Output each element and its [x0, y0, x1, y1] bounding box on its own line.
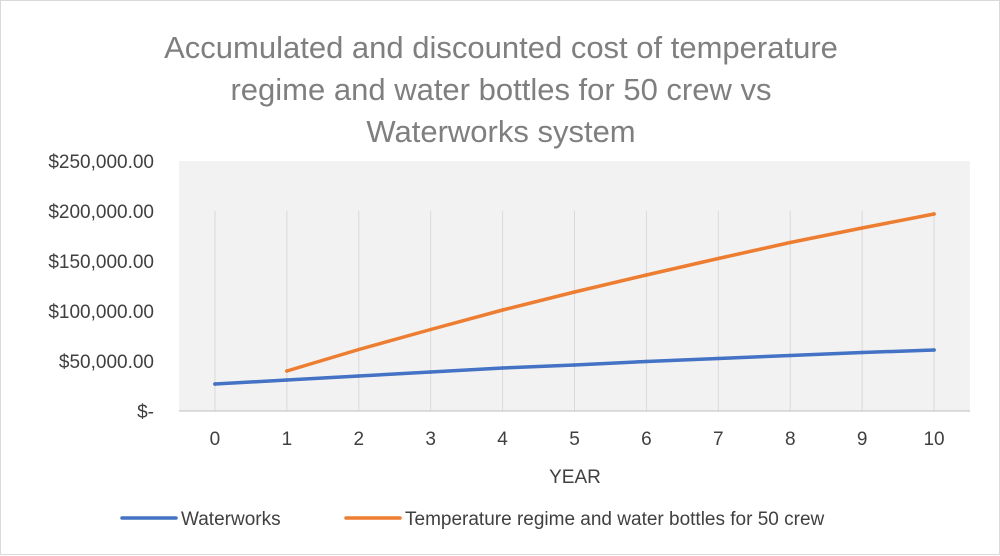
- chart-title-line-2: regime and water bottles for 50 crew vs: [230, 72, 771, 107]
- series-2-point: [932, 212, 936, 216]
- series-1-point: [285, 378, 289, 382]
- y-tick-label: $100,000.00: [48, 302, 154, 323]
- series-1-point: [788, 353, 793, 358]
- x-tick-label: 0: [210, 429, 221, 450]
- series-1-point: [860, 350, 864, 355]
- series-line-2: [285, 212, 936, 373]
- chart-title-line-1: Accumulated and discounted cost of tempe…: [164, 30, 838, 65]
- plot-area: $- $50,000.00 $100,000.00 $150,000.00 $200,0…: [48, 152, 970, 450]
- series-1-point: [356, 374, 361, 378]
- y-tick-label: $250,000.00: [48, 152, 154, 173]
- y-tick-label: $50,000.00: [59, 352, 154, 373]
- y-tick-label: $200,000.00: [48, 202, 154, 223]
- x-tick-label: 1: [282, 429, 293, 450]
- series-2-point: [644, 273, 649, 277]
- x-axis-title: YEAR: [549, 467, 601, 488]
- series-1-point: [500, 366, 505, 370]
- series-2-point: [788, 240, 793, 245]
- chart-title-line-3: Waterworks system: [366, 114, 635, 149]
- series-1-point: [644, 359, 649, 364]
- x-tick-label: 5: [569, 429, 580, 450]
- x-tick-label: 4: [497, 429, 508, 450]
- x-tick-label: 8: [785, 429, 796, 450]
- x-tick-label: 9: [857, 429, 868, 450]
- series-2-point: [285, 369, 289, 373]
- series-2-point: [428, 327, 433, 332]
- x-tick-label: 2: [353, 429, 364, 450]
- series-2-point: [860, 226, 864, 230]
- legend-label-2: Temperature regime and water bottles for…: [405, 509, 825, 530]
- series-1-point: [716, 356, 721, 361]
- series-1-point: [932, 348, 936, 352]
- series-2-point: [356, 347, 361, 352]
- series-1-point: [213, 382, 217, 386]
- y-tick-label: $-: [137, 402, 154, 423]
- series-1-point: [428, 370, 433, 374]
- series-1-point: [572, 363, 577, 367]
- x-tick-label: 7: [713, 429, 724, 450]
- series-2-point: [716, 256, 721, 261]
- x-tick-label: 10: [923, 429, 944, 450]
- y-tick-label: $150,000.00: [48, 252, 154, 273]
- x-tick-label: 3: [425, 429, 436, 450]
- legend: Waterworks Temperature regime and water b…: [120, 509, 825, 530]
- series-2-point: [500, 308, 505, 312]
- x-tick-label: 6: [641, 429, 652, 450]
- series-2-point: [572, 290, 577, 294]
- legend-label-1: Waterworks: [181, 509, 281, 530]
